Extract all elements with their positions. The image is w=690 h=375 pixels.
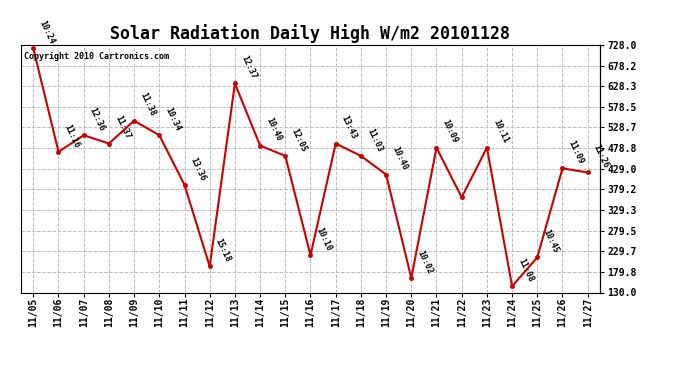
Text: 10:34: 10:34 bbox=[164, 106, 182, 132]
Text: 11:16: 11:16 bbox=[63, 123, 81, 149]
Text: 10:40: 10:40 bbox=[264, 116, 283, 143]
Text: 10:45: 10:45 bbox=[542, 228, 560, 255]
Text: Copyright 2010 Cartronics.com: Copyright 2010 Cartronics.com bbox=[23, 53, 168, 62]
Text: 11:26: 11:26 bbox=[592, 143, 611, 170]
Text: 12:36: 12:36 bbox=[88, 106, 106, 132]
Text: 11:37: 11:37 bbox=[113, 114, 132, 141]
Text: 11:08: 11:08 bbox=[516, 257, 535, 284]
Text: 10:09: 10:09 bbox=[441, 118, 460, 145]
Text: 15:18: 15:18 bbox=[214, 237, 233, 264]
Text: 11:38: 11:38 bbox=[138, 92, 157, 118]
Text: 10:40: 10:40 bbox=[391, 145, 409, 172]
Text: 10:11: 10:11 bbox=[491, 118, 510, 145]
Text: 11:03: 11:03 bbox=[365, 127, 384, 153]
Text: 13:43: 13:43 bbox=[340, 114, 359, 141]
Text: 12:05: 12:05 bbox=[290, 127, 308, 153]
Text: 10:10: 10:10 bbox=[315, 226, 333, 252]
Text: 13:36: 13:36 bbox=[188, 156, 208, 182]
Text: 11:09: 11:09 bbox=[566, 139, 585, 165]
Title: Solar Radiation Daily High W/m2 20101128: Solar Radiation Daily High W/m2 20101128 bbox=[110, 24, 511, 44]
Text: 12:37: 12:37 bbox=[239, 54, 258, 81]
Text: 10:24: 10:24 bbox=[37, 19, 56, 45]
Text: 10:02: 10:02 bbox=[415, 249, 434, 275]
